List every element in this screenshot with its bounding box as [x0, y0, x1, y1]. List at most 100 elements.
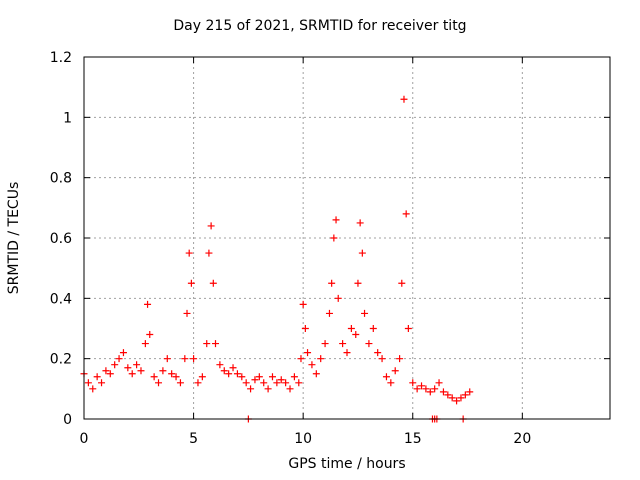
data-point	[461, 391, 469, 399]
y-tick-label: 0.6	[50, 231, 72, 247]
data-point	[378, 355, 386, 363]
data-point	[203, 340, 211, 348]
data-point	[255, 373, 263, 381]
data-point	[358, 249, 366, 257]
data-point	[328, 279, 336, 287]
data-point	[448, 394, 456, 402]
data-point	[185, 249, 193, 257]
data-point	[343, 349, 351, 357]
data-point	[163, 355, 171, 363]
data-point	[444, 391, 452, 399]
data-point	[133, 361, 141, 369]
x-tick-label: 5	[189, 431, 198, 447]
data-point	[251, 376, 259, 384]
data-point	[264, 385, 272, 393]
data-point	[295, 379, 303, 387]
data-point	[273, 379, 281, 387]
tick-labels: 0 0.2 0.4 0.6 0.8 1 1.2 0 5 10 15 20	[50, 50, 532, 447]
data-point	[286, 385, 294, 393]
data-point	[194, 379, 202, 387]
data-point	[453, 397, 461, 405]
data-point	[356, 219, 364, 227]
data-point	[374, 349, 382, 357]
data-point	[209, 279, 217, 287]
data-point	[111, 361, 119, 369]
x-axis-label: GPS time / hours	[288, 456, 406, 472]
data-point	[352, 331, 360, 339]
data-point	[119, 349, 127, 357]
data-point	[176, 379, 184, 387]
data-point	[304, 349, 312, 357]
data-point	[398, 279, 406, 287]
data-point	[312, 370, 320, 378]
y-tick-label: 0.4	[50, 291, 72, 307]
y-tick-label: 0.8	[50, 171, 72, 187]
data-point	[141, 340, 149, 348]
data-point	[168, 370, 176, 378]
data-point	[187, 279, 195, 287]
data-point	[308, 361, 316, 369]
data-point	[466, 388, 474, 396]
data-point	[277, 376, 285, 384]
data-point	[402, 210, 410, 218]
data-point	[391, 367, 399, 375]
data-point	[146, 331, 154, 339]
data-point	[435, 379, 443, 387]
data-point	[205, 249, 213, 257]
data-point	[317, 355, 325, 363]
data-point	[325, 309, 333, 317]
data-point	[260, 379, 268, 387]
data-point	[207, 222, 215, 230]
data-point	[233, 370, 241, 378]
data-point	[361, 309, 369, 317]
data-point	[409, 379, 417, 387]
data-point	[400, 95, 408, 103]
data-points	[80, 95, 474, 423]
data-point	[212, 340, 219, 348]
data-point	[321, 340, 329, 348]
data-point	[422, 385, 430, 393]
data-point	[225, 370, 233, 378]
data-point	[190, 355, 198, 363]
data-point	[301, 325, 309, 332]
data-point	[334, 294, 342, 302]
data-point	[247, 385, 255, 393]
x-tick-label: 0	[80, 431, 89, 447]
data-point	[220, 367, 228, 375]
data-point	[439, 388, 447, 396]
data-point	[290, 373, 298, 381]
data-point	[159, 367, 167, 375]
data-point	[431, 385, 439, 393]
data-point	[282, 379, 290, 387]
data-point	[198, 373, 206, 381]
data-point	[418, 382, 426, 390]
data-point	[299, 300, 307, 308]
data-point	[382, 373, 390, 381]
data-point	[102, 367, 110, 375]
y-tick-label: 0.2	[50, 352, 72, 368]
data-point	[181, 355, 189, 363]
data-point	[413, 385, 421, 393]
data-point	[242, 379, 250, 387]
data-point	[150, 373, 158, 381]
y-tick-label: 1	[63, 110, 72, 126]
grid-lines	[83, 56, 610, 420]
x-tick-label: 20	[513, 431, 531, 447]
data-point	[155, 379, 163, 387]
data-point	[124, 364, 132, 372]
data-point	[369, 325, 377, 332]
data-point	[268, 373, 276, 381]
data-point	[137, 367, 145, 375]
data-point	[332, 216, 340, 224]
x-tick-label: 15	[404, 431, 422, 447]
data-point	[89, 385, 97, 393]
y-tick-label: 0	[63, 412, 72, 428]
data-point	[172, 373, 180, 381]
data-point	[404, 325, 412, 332]
data-point	[216, 361, 224, 369]
data-point	[354, 279, 362, 287]
data-point	[396, 355, 404, 363]
data-point	[106, 370, 114, 378]
plot-frame	[83, 56, 611, 420]
